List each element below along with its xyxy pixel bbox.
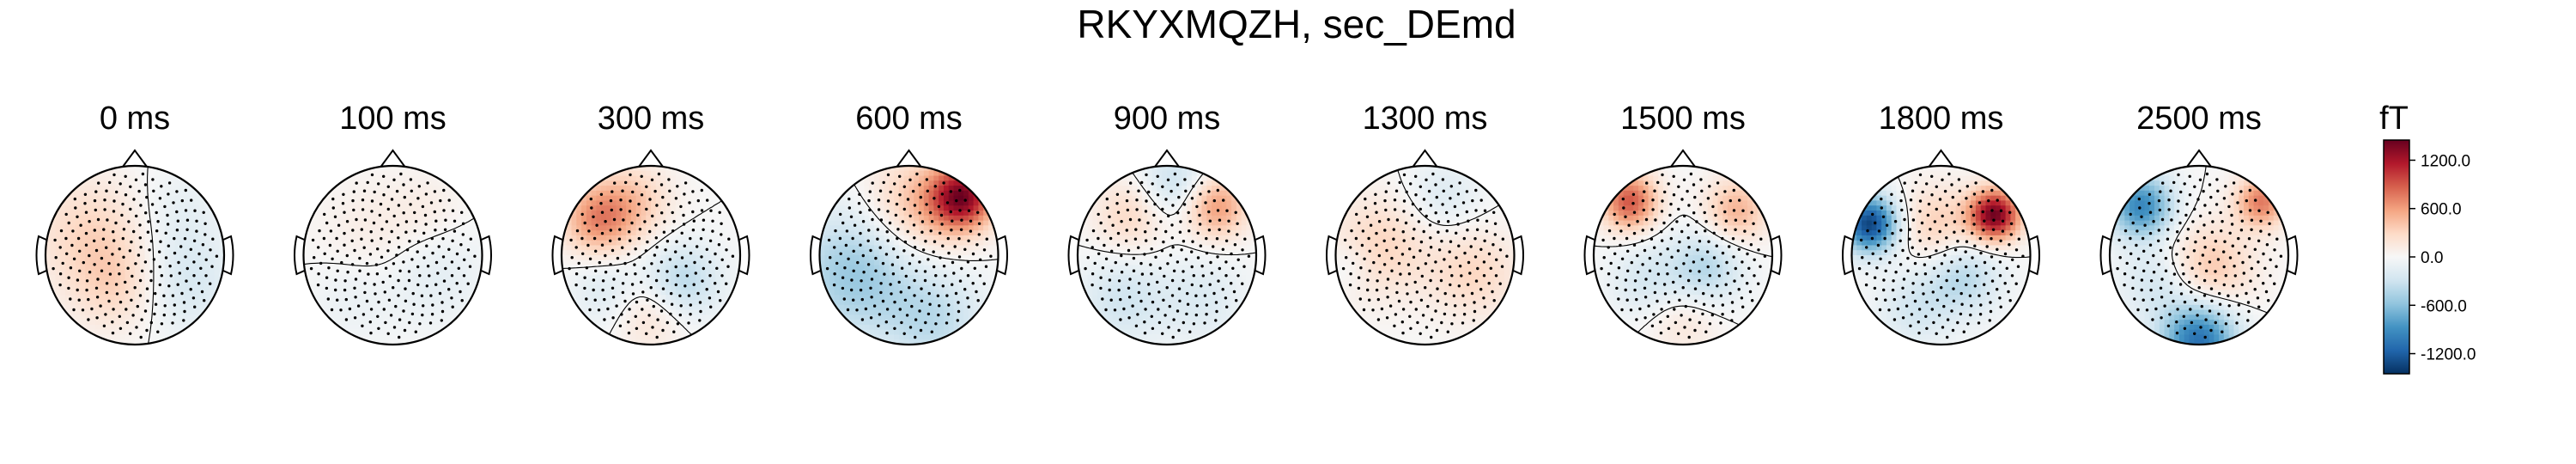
colorbar-tick-label: -600.0 [2421,297,2467,315]
field-map [1335,166,1515,345]
left-ear-icon [1326,235,1337,276]
panel-time-label: 1500 ms [1620,101,1746,137]
panel-time-label: 2500 ms [2136,101,2262,137]
topomap-panel: 1300 ms [1326,101,1524,346]
nose-icon [1928,149,1954,168]
panel-time-label: 1300 ms [1363,101,1488,137]
panel-time-label: 0 ms [100,101,170,137]
right-ear-icon [2029,235,2040,276]
colorbar-tick-label: 1200.0 [2421,152,2470,170]
left-ear-icon [1583,235,1595,276]
colorbar: fT 1200.0 600.0 0.0 -600.0 -1200.0 [2379,101,2476,375]
topomap-panel: 0 ms [35,101,234,346]
right-ear-icon [222,235,234,276]
right-ear-icon [997,235,1008,276]
right-ear-icon [1513,235,1524,276]
left-ear-icon [2099,235,2111,276]
topomap-panel: 900 ms [1067,101,1267,346]
sensor-dots [2116,172,2283,339]
topomap-panel: 100 ms [294,101,492,346]
nose-icon [1412,149,1438,168]
topomap-panels: 0 ms 100 ms 300 ms 600 ms 900 ms 1300 ms 1500 … [35,101,2299,346]
left-ear-icon [35,235,47,276]
head-outline [1076,164,1258,346]
sensor-dots [1084,172,1251,339]
topomap-panel: 600 ms [810,101,1008,346]
head-outline [44,164,226,346]
head-outline [1592,164,1774,346]
nose-icon [380,149,406,168]
sensor-dots [568,172,735,339]
colorbar-gradient [2383,139,2410,375]
field-map [562,166,740,345]
topomap-panel: 2500 ms [2099,101,2299,346]
colorbar-tick-label: 0.0 [2421,249,2443,267]
colorbar-tick-label: -1200.0 [2421,346,2476,364]
topomap-panel: 300 ms [551,101,750,346]
left-ear-icon [1067,235,1079,276]
panel-time-label: 100 ms [339,101,447,137]
zero-contour [1078,166,1256,256]
left-ear-icon [551,235,563,276]
right-ear-icon [2287,235,2299,276]
nose-icon [1154,149,1180,168]
panel-time-label: 1800 ms [1879,101,2004,137]
sensor-dots [1857,172,2025,339]
left-ear-icon [294,235,305,276]
head-outline [302,164,483,346]
nose-icon [896,149,922,168]
right-ear-icon [481,235,492,276]
topomap-panel: 1500 ms [1583,101,1783,346]
colorbar-tick-label: 600.0 [2421,201,2462,219]
nose-icon [638,149,664,168]
head-outline [818,164,999,346]
figure-title: RKYXMQZH, sec_DEmd [1077,2,1516,46]
head-outline [1334,164,1516,346]
sensor-dots [1341,172,1509,339]
panel-time-label: 900 ms [1114,101,1221,137]
nose-icon [2186,149,2212,168]
right-ear-icon [738,235,750,276]
colorbar-unit-label: fT [2379,101,2409,137]
sensor-dots [1600,172,1767,339]
left-ear-icon [810,235,821,276]
left-ear-icon [1842,235,1853,276]
head-outline [560,164,742,346]
right-ear-icon [1771,235,1783,276]
sensor-dots [52,172,219,339]
colorbar-ticks: 1200.0 600.0 0.0 -600.0 -1200.0 [2409,152,2476,364]
panel-time-label: 600 ms [855,101,963,137]
panel-time-label: 300 ms [598,101,705,137]
sensor-dots [825,172,993,339]
right-ear-icon [1255,235,1267,276]
nose-icon [122,149,148,168]
nose-icon [1670,149,1696,168]
topomap-panel: 1800 ms [1842,101,2040,346]
head-outline [1850,164,2032,346]
head-outline [2108,164,2290,346]
sensor-dots [309,172,477,339]
